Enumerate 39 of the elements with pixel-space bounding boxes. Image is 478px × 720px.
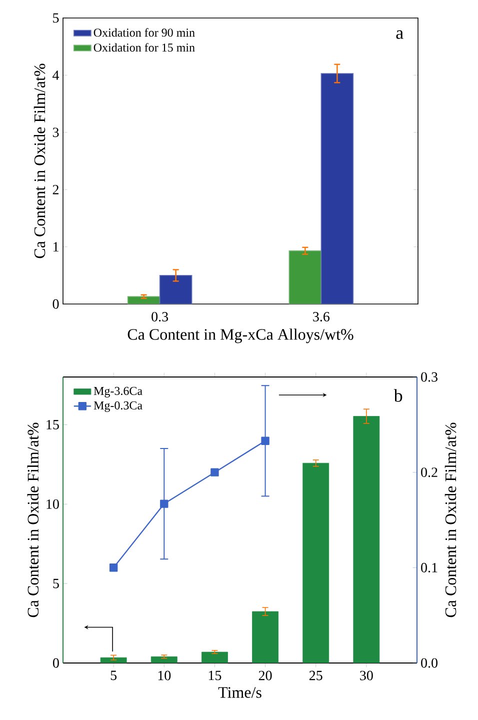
bar [320,73,354,304]
x-tick-label: 15 [208,670,222,680]
y2-axis-title: Ca Content in Oxide Film/at% [444,422,456,618]
point [160,500,168,508]
y-tick-label: 10 [46,499,59,509]
point [261,436,270,445]
annotation: a [396,30,404,39]
x-axis-title: Ca Content in Mg-xCa Alloys/wt% [128,328,354,344]
x-tick-label: 25 [309,670,322,680]
y-tick-label: 0 [53,658,59,668]
y-tick-label: 15 [46,420,59,430]
point [210,468,219,476]
x-tick-label: 10 [158,670,171,680]
y-axis-title: Ca Content in Oxide Film/at% [27,422,39,618]
y-tick-label: 4 [52,70,60,80]
point [109,564,118,572]
y-tick-label: 5 [53,13,59,23]
x-tick-label: 20 [258,670,272,680]
annotation: b [394,389,402,402]
x-tick-label: 5 [110,670,117,680]
y-tick-label: 1 [53,242,58,252]
y2-tick-label: 0.0 [421,658,438,668]
x-axis-title: Time/s [218,687,262,698]
y-tick-label: 3 [52,128,59,138]
bar [288,250,322,304]
legend-label: Oxidation for 15 min [94,43,195,52]
y-axis-title: Ca Content in Oxide Film/at% [34,64,46,258]
y2-tick-label: 0.2 [421,468,438,478]
legend-label: Mg-3.6Ca [94,386,142,398]
y-tick-label: 0 [52,299,59,309]
y2-tick-label: 0.3 [421,372,438,382]
legend-label: Mg-0.3Ca [94,401,142,412]
y-tick-label: 5 [53,578,59,588]
x-tick-label: 30 [360,670,373,680]
legend-label: Oxidation for 90 min [94,28,195,37]
x-tick-label: 3.6 [313,312,330,322]
bar [159,275,192,304]
y2-tick-label: 0.1 [421,562,438,572]
y-tick-label: 2 [52,184,58,194]
